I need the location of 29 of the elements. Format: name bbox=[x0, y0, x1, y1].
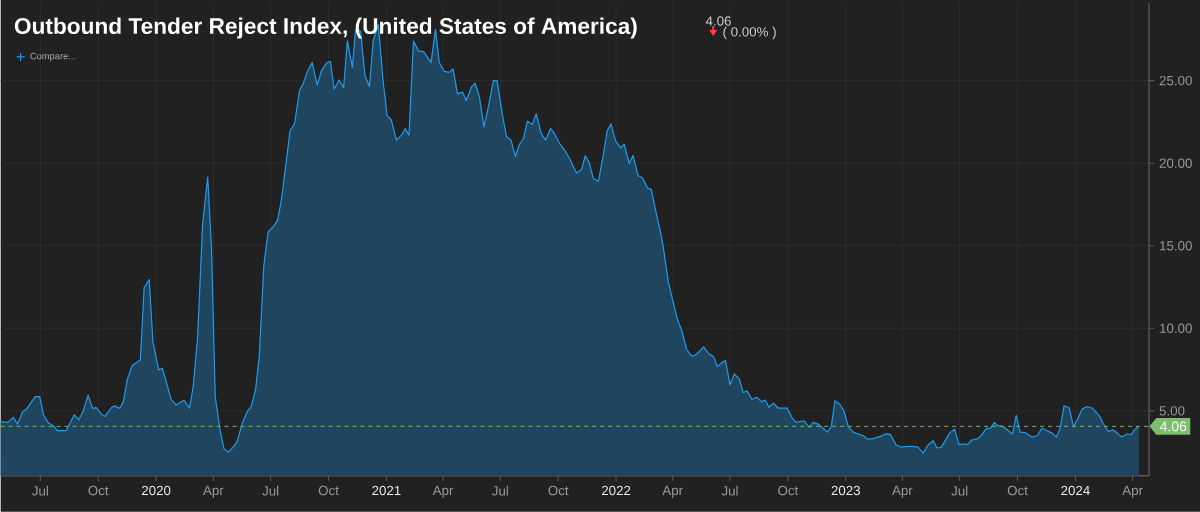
x-tick-label: 2022 bbox=[601, 485, 631, 496]
x-tick-label: 2020 bbox=[141, 485, 171, 496]
y-tick-label: 15.00 bbox=[1160, 241, 1192, 251]
x-tick-label: 2023 bbox=[831, 485, 860, 496]
x-tick-label: Oct bbox=[548, 485, 569, 496]
x-tick-label: 2021 bbox=[372, 485, 401, 496]
x-tick-label: Jul bbox=[262, 485, 279, 496]
x-tick-label: Jul bbox=[491, 485, 508, 496]
y-tick-label: 25.00 bbox=[1159, 76, 1192, 86]
annotation: Compare... bbox=[30, 52, 76, 62]
y-tick-label: 5.00 bbox=[1159, 406, 1185, 416]
annotation: 4.06 bbox=[705, 16, 731, 26]
y-tick-label: 20.00 bbox=[1159, 158, 1192, 169]
x-tick-label: 2024 bbox=[1061, 485, 1090, 496]
x-tick-label: Apr bbox=[662, 485, 683, 498]
ref-line-label: 4.06 bbox=[1159, 421, 1187, 432]
x-tick-label: Oct bbox=[318, 485, 339, 496]
x-tick-label: Jul bbox=[951, 485, 968, 496]
x-tick-label: Oct bbox=[88, 485, 109, 496]
x-tick-label: Apr bbox=[892, 485, 913, 498]
x-tick-label: Jul bbox=[721, 485, 738, 496]
x-tick-label: Jul bbox=[32, 485, 48, 496]
y-tick-label: 10.00 bbox=[1160, 323, 1192, 334]
x-tick-label: Apr bbox=[1122, 485, 1143, 498]
x-tick-label: Oct bbox=[778, 485, 799, 496]
x-tick-label: Apr bbox=[432, 485, 454, 498]
x-tick-label: Oct bbox=[1007, 485, 1028, 496]
annotation: ( 0.00% ) bbox=[723, 26, 776, 40]
x-tick-label: Apr bbox=[203, 485, 224, 498]
